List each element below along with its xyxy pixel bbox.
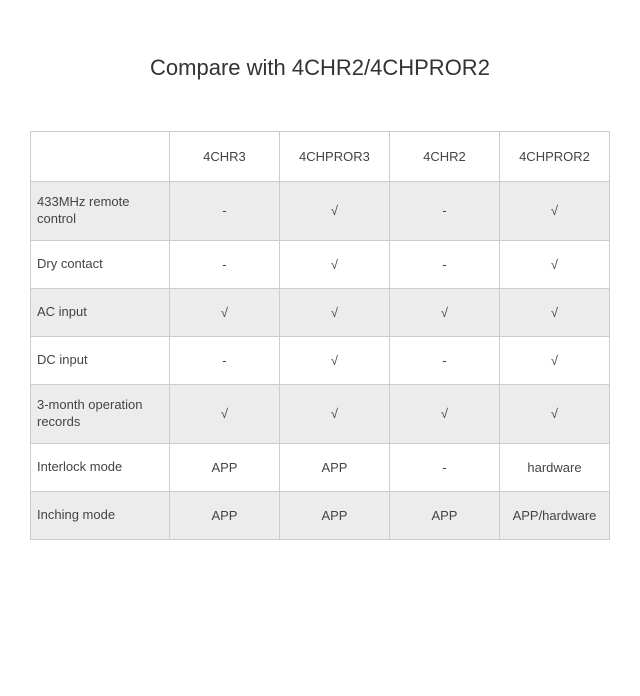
row-label: AC input — [31, 288, 170, 336]
cell-value: APP — [169, 443, 279, 491]
table-header-row: 4CHR3 4CHPROR3 4CHR2 4CHPROR2 — [31, 132, 610, 182]
table-row: DC input-√-√ — [31, 336, 610, 384]
row-label: Inching mode — [31, 491, 170, 539]
cell-value: APP — [389, 491, 499, 539]
cell-value: √ — [169, 384, 279, 443]
cell-value: √ — [279, 288, 389, 336]
cell-value: √ — [389, 384, 499, 443]
cell-value: √ — [279, 384, 389, 443]
table-row: 3-month operation records√√√√ — [31, 384, 610, 443]
cell-value: √ — [499, 288, 609, 336]
cell-value: APP — [279, 491, 389, 539]
col-header-4chpror3: 4CHPROR3 — [279, 132, 389, 182]
cell-value: APP — [279, 443, 389, 491]
cell-value: - — [389, 182, 499, 241]
cell-value: √ — [499, 182, 609, 241]
row-label: Dry contact — [31, 240, 170, 288]
comparison-table: 4CHR3 4CHPROR3 4CHR2 4CHPROR2 433MHz rem… — [30, 131, 610, 540]
cell-value: APP — [169, 491, 279, 539]
table-row: Inching modeAPPAPPAPPAPP/hardware — [31, 491, 610, 539]
cell-value: √ — [499, 240, 609, 288]
col-header-4chpror2: 4CHPROR2 — [499, 132, 609, 182]
cell-value: - — [389, 443, 499, 491]
cell-value: √ — [279, 240, 389, 288]
row-label: 433MHz remote control — [31, 182, 170, 241]
cell-value: √ — [279, 182, 389, 241]
row-label: Interlock mode — [31, 443, 170, 491]
table-row: AC input√√√√ — [31, 288, 610, 336]
table-body: 433MHz remote control-√-√Dry contact-√-√… — [31, 182, 610, 540]
cell-value: APP/hardware — [499, 491, 609, 539]
cell-value: √ — [499, 384, 609, 443]
cell-value: √ — [279, 336, 389, 384]
cell-value: - — [389, 336, 499, 384]
page-title: Compare with 4CHR2/4CHPROR2 — [30, 55, 610, 81]
cell-value: - — [169, 182, 279, 241]
table-row: Interlock modeAPPAPP-hardware — [31, 443, 610, 491]
cell-value: √ — [499, 336, 609, 384]
col-header-blank — [31, 132, 170, 182]
cell-value: hardware — [499, 443, 609, 491]
cell-value: - — [169, 336, 279, 384]
table-row: Dry contact-√-√ — [31, 240, 610, 288]
col-header-4chr3: 4CHR3 — [169, 132, 279, 182]
cell-value: - — [389, 240, 499, 288]
row-label: 3-month operation records — [31, 384, 170, 443]
cell-value: √ — [169, 288, 279, 336]
table-row: 433MHz remote control-√-√ — [31, 182, 610, 241]
col-header-4chr2: 4CHR2 — [389, 132, 499, 182]
row-label: DC input — [31, 336, 170, 384]
cell-value: √ — [389, 288, 499, 336]
cell-value: - — [169, 240, 279, 288]
